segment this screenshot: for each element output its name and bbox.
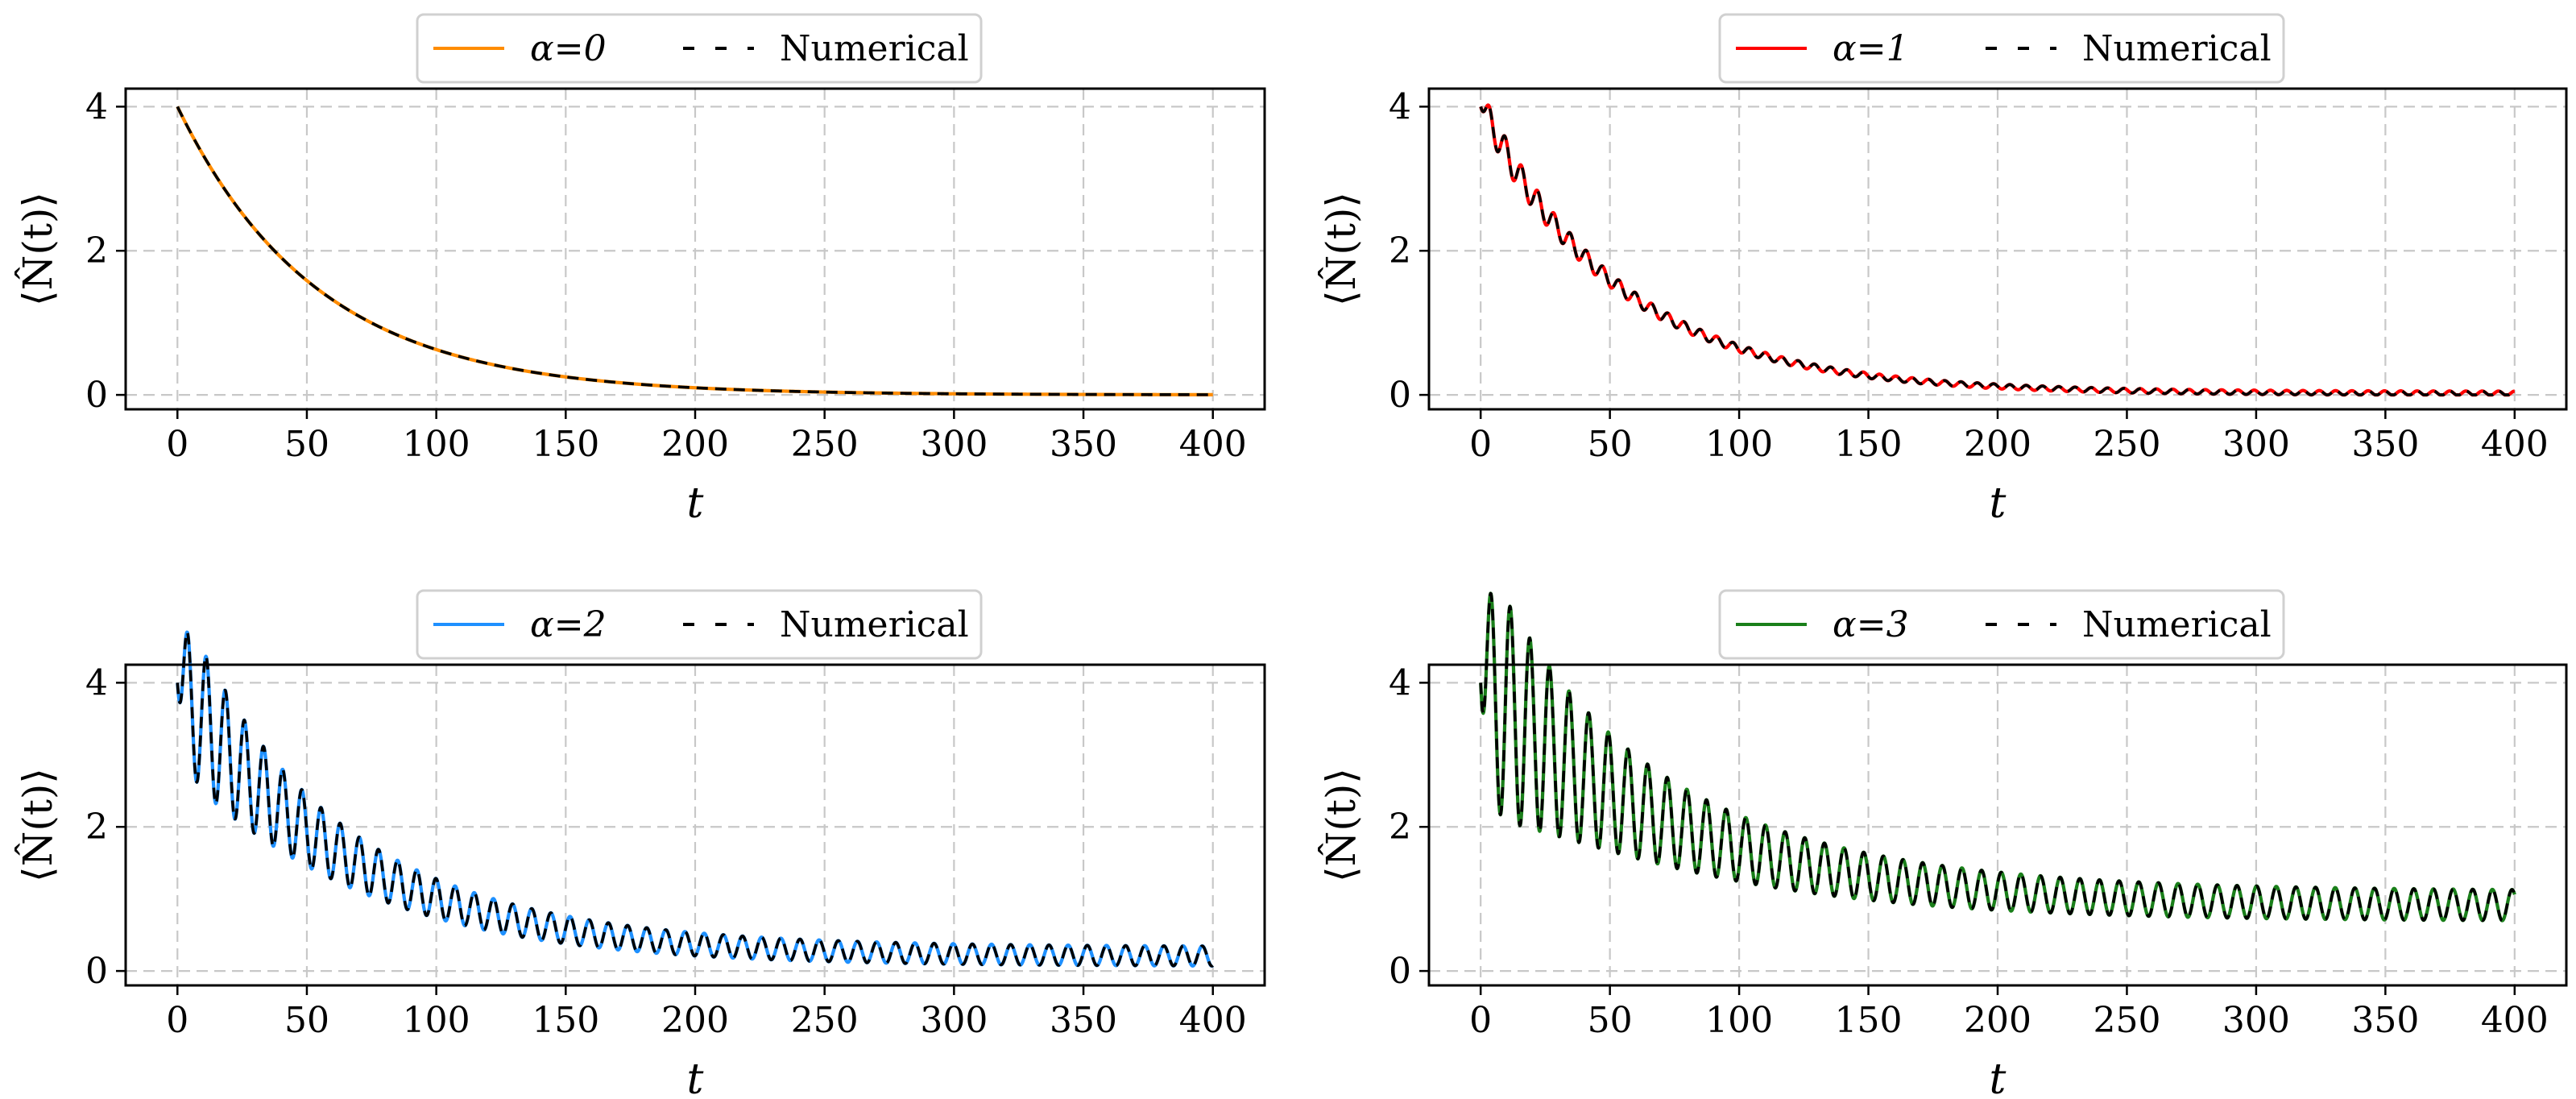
- y-tick-label: 0: [85, 375, 108, 416]
- x-tick-label: 100: [403, 1000, 470, 1041]
- legend: α=3 Numerical: [1718, 589, 2285, 660]
- x-axis-label: t: [1990, 1055, 2007, 1099]
- y-tick-label: 0: [85, 951, 108, 992]
- y-axis-label: ⟨N̂(t)⟩: [14, 768, 61, 882]
- x-tick-label: 150: [532, 424, 599, 465]
- legend-label-numerical: Numerical: [2082, 604, 2272, 645]
- y-tick-label: 2: [1389, 807, 1411, 848]
- x-tick-label: 200: [1964, 424, 2031, 465]
- x-tick-label: 50: [1588, 424, 1633, 465]
- x-tick-label: 150: [1835, 424, 1903, 465]
- y-tick-label: 2: [1389, 230, 1411, 272]
- y-tick-label: 4: [1389, 86, 1411, 127]
- legend-box: [1718, 13, 2285, 84]
- y-tick-label: 4: [85, 86, 108, 127]
- y-axis-label: ⟨N̂(t)⟩: [14, 192, 61, 306]
- x-tick-label: 400: [2481, 424, 2549, 465]
- x-tick-label: 50: [1588, 1000, 1633, 1041]
- chart-panel-bottom-right: 0 50 100 150 200 250 300 350 400 0 2 4 t ⟨N̂(t)⟩ α=3 Nu…: [1317, 589, 2568, 1099]
- legend: α=1 Numerical: [1718, 13, 2285, 84]
- y-tick-label: 2: [85, 807, 108, 848]
- series-line-numerical: [1479, 103, 2516, 396]
- y-tick-label: 4: [85, 662, 108, 703]
- legend-box: [416, 589, 983, 660]
- x-tick-label: 0: [166, 424, 188, 465]
- x-tick-label: 250: [791, 424, 859, 465]
- x-tick-label: 350: [1050, 1000, 1117, 1041]
- x-tick-label: 100: [403, 424, 470, 465]
- x-tick-label: 150: [1835, 1000, 1903, 1041]
- legend-box: [416, 13, 983, 84]
- x-tick-label: 300: [2222, 1000, 2290, 1041]
- x-tick-label: 50: [284, 1000, 329, 1041]
- chart-panel-top-left: 0 50 100 150 200 250 300 350 400 0 2 4 t ⟨N̂(t)⟩ α=0 Nu…: [14, 13, 1266, 528]
- legend: α=0 Numerical: [416, 13, 983, 84]
- x-tick-label: 50: [284, 424, 329, 465]
- x-tick-label: 200: [661, 424, 729, 465]
- x-axis-label: t: [687, 479, 704, 528]
- chart-panel-bottom-left: 0 50 100 150 200 250 300 350 400 0 2 4 t ⟨N̂(t)⟩ α=2 Nu…: [14, 589, 1266, 1099]
- y-tick-label: 2: [85, 230, 108, 272]
- x-tick-label: 300: [920, 1000, 988, 1041]
- legend-label-analytic: α=1: [1833, 28, 1909, 69]
- series-line-numerical: [176, 106, 1214, 396]
- legend-label-analytic: α=0: [530, 28, 607, 69]
- x-tick-label: 400: [2481, 1000, 2549, 1041]
- legend: α=2 Numerical: [416, 589, 983, 660]
- x-tick-label: 0: [1469, 1000, 1492, 1041]
- x-tick-label: 350: [1050, 424, 1117, 465]
- series-line-numerical: [176, 630, 1214, 968]
- x-tick-label: 250: [2093, 424, 2160, 465]
- legend-label-analytic: α=3: [1833, 604, 1909, 645]
- y-axis-label: ⟨N̂(t)⟩: [1317, 768, 1365, 882]
- y-tick-label: 4: [1389, 662, 1411, 703]
- legend-box: [1718, 589, 2285, 660]
- legend-label-analytic: α=2: [530, 604, 607, 645]
- legend-label-numerical: Numerical: [780, 28, 969, 69]
- series-line-numerical: [1479, 591, 2516, 923]
- x-tick-label: 400: [1179, 1000, 1247, 1041]
- x-tick-label: 0: [166, 1000, 188, 1041]
- legend-label-numerical: Numerical: [780, 604, 969, 645]
- x-tick-label: 100: [1705, 424, 1773, 465]
- x-tick-label: 300: [2222, 424, 2290, 465]
- y-tick-label: 0: [1389, 951, 1411, 992]
- x-tick-label: 200: [661, 1000, 729, 1041]
- x-tick-label: 400: [1179, 424, 1247, 465]
- legend-label-numerical: Numerical: [2082, 28, 2272, 69]
- x-axis-label: t: [687, 1055, 704, 1099]
- x-tick-label: 250: [791, 1000, 859, 1041]
- x-tick-label: 350: [2351, 1000, 2419, 1041]
- x-tick-label: 300: [920, 424, 988, 465]
- y-tick-label: 0: [1389, 375, 1411, 416]
- x-tick-label: 200: [1964, 1000, 2031, 1041]
- x-tick-label: 150: [532, 1000, 599, 1041]
- x-tick-label: 250: [2093, 1000, 2160, 1041]
- chart-panel-top-right: 0 50 100 150 200 250 300 350 400 0 2 4 t ⟨N̂(t)⟩ α=1 Nu…: [1317, 13, 2568, 528]
- x-tick-label: 0: [1469, 424, 1492, 465]
- y-axis-label: ⟨N̂(t)⟩: [1317, 192, 1365, 306]
- x-tick-label: 350: [2351, 424, 2419, 465]
- x-tick-label: 100: [1705, 1000, 1773, 1041]
- x-axis-label: t: [1990, 479, 2007, 528]
